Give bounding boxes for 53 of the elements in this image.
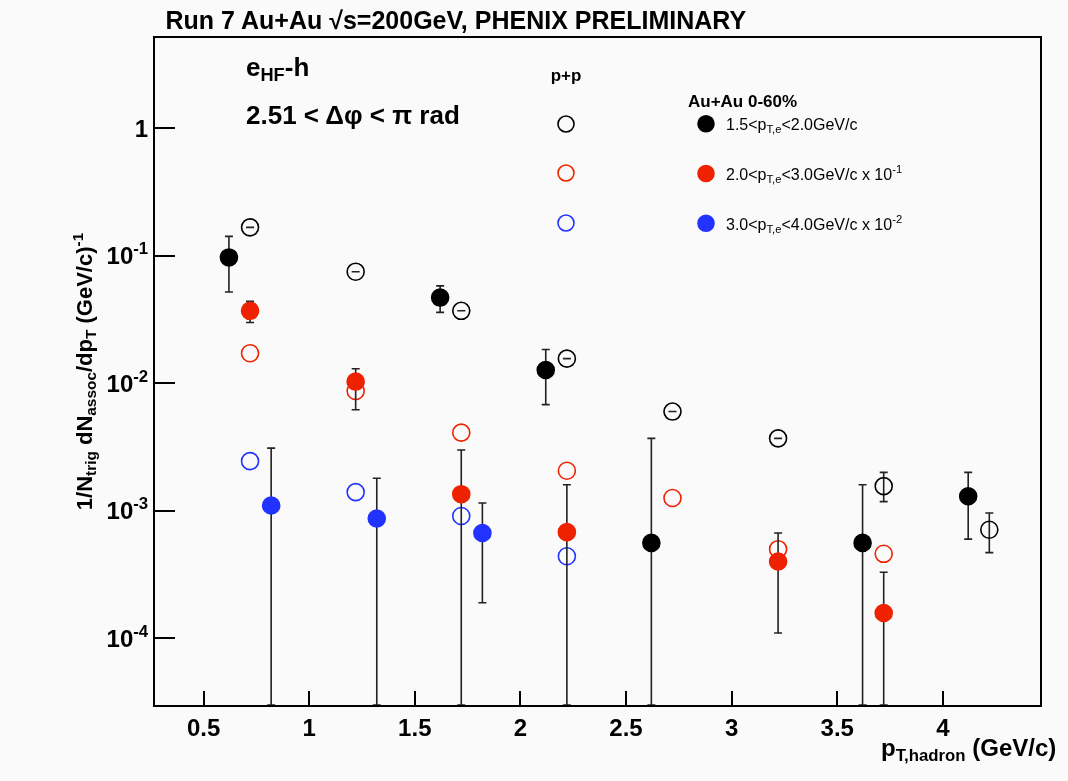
chart-title: Run 7 Au+Au √s=200GeV, PHENIX PRELIMINARY (165, 6, 747, 35)
legend-label: 2.0<p$_{T,e}$<3.0GeV/c x 10$^{-1}$ (726, 163, 903, 186)
point (240, 343, 260, 363)
y-tick-label: 1 (134, 114, 149, 142)
point (451, 301, 471, 321)
point (346, 482, 365, 502)
point (663, 488, 682, 508)
x-tick-label: 3.5 (820, 713, 854, 741)
point (346, 372, 365, 391)
annotation: e$_{HF}$-h (246, 52, 310, 86)
point (557, 349, 577, 368)
x-tick-label: 4 (936, 713, 951, 741)
point (557, 461, 577, 481)
point (874, 476, 893, 496)
legend-label: 1.5<p$_{T,e}$<2.0GeV/c (726, 115, 858, 136)
point (430, 288, 450, 307)
point (473, 523, 492, 543)
point (346, 262, 365, 281)
point (240, 218, 260, 237)
point (853, 533, 872, 553)
y-tick-label: 10$^{-1}$ (106, 239, 149, 270)
point (219, 248, 239, 267)
point (451, 423, 471, 442)
x-tick-label: 2 (513, 713, 528, 741)
point (557, 546, 577, 566)
legend-title: Au+Au 0-60% (688, 91, 798, 111)
x-tick-label: 1.5 (398, 713, 432, 741)
point (240, 451, 260, 471)
x-tick-label: 2.5 (609, 713, 643, 741)
x-tick-label: 0.5 (186, 713, 221, 741)
point (980, 520, 999, 540)
y-tick-label: 10$^{-4}$ (106, 621, 149, 652)
y-tick-label: 10$^{-2}$ (106, 366, 149, 397)
annotation: 2.51 < Δφ < π rad (246, 100, 460, 130)
point (536, 360, 556, 380)
point (874, 544, 893, 564)
point (874, 603, 893, 623)
point (240, 301, 260, 321)
x-tick-label: 3 (724, 713, 739, 741)
point (367, 509, 387, 528)
point (642, 533, 661, 553)
y-tick-label: 10$^{-3}$ (106, 494, 149, 525)
legend-label: 3.0<p$_{T,e}$<4.0GeV/c x 10$^{-2}$ (726, 212, 903, 235)
x-tick-label: 1 (302, 713, 316, 741)
point (768, 552, 788, 571)
point (261, 496, 281, 515)
point (451, 506, 471, 526)
point (958, 486, 978, 506)
point (557, 522, 577, 542)
point (768, 429, 788, 448)
annotation: p+p (550, 65, 582, 86)
point (451, 484, 471, 504)
point (663, 402, 682, 421)
